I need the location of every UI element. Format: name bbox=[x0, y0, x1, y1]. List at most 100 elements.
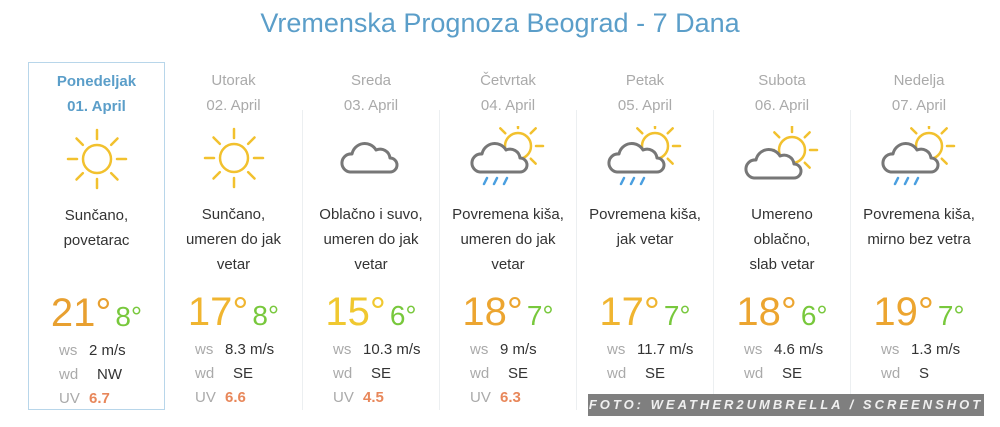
condition-line: vetar bbox=[491, 256, 525, 273]
wind-speed-row: ws 4.6 m/s bbox=[714, 338, 850, 362]
ws-label: ws bbox=[470, 341, 489, 358]
low-temp: 7° bbox=[663, 300, 691, 331]
day-name: Utorak bbox=[211, 72, 256, 89]
day-name: Nedelja bbox=[893, 72, 945, 89]
uv-label: UV bbox=[470, 389, 491, 406]
wind-direction: SE bbox=[782, 365, 803, 382]
day-column-utorak[interactable]: Utorak 02. April Sunčano, umeren do jak ve… bbox=[165, 62, 302, 410]
condition-line: umeren do jak bbox=[323, 231, 419, 248]
ws-label: ws bbox=[195, 341, 214, 358]
condition-description: Sunčano, povetarac bbox=[29, 203, 164, 283]
wind-direction: SE bbox=[371, 365, 392, 382]
uv-label: UV bbox=[333, 389, 354, 406]
sun-cloud-rain-icon bbox=[440, 126, 576, 190]
day-column-petak[interactable]: Petak 05. April Povremena kiša, jak vetar… bbox=[576, 72, 713, 410]
uv-index: 6.6 bbox=[225, 389, 246, 406]
temperatures: 17° 8° bbox=[165, 290, 302, 336]
day-column-nedelja[interactable]: Nedelja 07. April Povremena kiša, mirno b… bbox=[850, 72, 987, 410]
wind-direction-row: wd SE bbox=[577, 362, 713, 386]
high-temp: 18° bbox=[462, 290, 523, 334]
sun-cloud-icon bbox=[714, 126, 850, 190]
wind-direction-row: wd SE bbox=[303, 362, 439, 386]
wind-direction: NW bbox=[97, 366, 122, 383]
temperatures: 17° 7° bbox=[577, 290, 713, 336]
wd-label: wd bbox=[744, 365, 764, 382]
condition-description: Sunčano, umeren do jak vetar bbox=[165, 202, 302, 282]
condition-line: umeren do jak bbox=[185, 231, 282, 248]
condition-line: Sunčano, bbox=[64, 207, 129, 224]
condition-line: Umereno bbox=[751, 206, 813, 223]
condition-line: mirno bez vetra bbox=[867, 231, 971, 248]
wind-speed: 4.6 m/s bbox=[774, 341, 824, 358]
wind-speed-row: ws 1.3 m/s bbox=[851, 338, 987, 362]
condition-description: Povremena kiša, umeren do jak vetar bbox=[440, 202, 576, 282]
wind-stats: ws 10.3 m/s wd SE UV 4.5 bbox=[303, 338, 439, 410]
wind-stats: ws 4.6 m/s wd SE bbox=[714, 338, 850, 386]
wind-direction-row: wd SE bbox=[440, 362, 576, 386]
condition-line: povetarac bbox=[63, 232, 130, 249]
low-temp: 8° bbox=[252, 300, 280, 331]
wind-stats: ws 11.7 m/s wd SE bbox=[577, 338, 713, 386]
day-name: Petak bbox=[625, 72, 665, 89]
day-column-ponedeljak[interactable]: Ponedeljak 01. April Sunčano, povetarac 2… bbox=[28, 62, 165, 410]
wind-speed-row: ws 9 m/s bbox=[440, 338, 576, 362]
sun-cloud-rain-icon bbox=[851, 126, 987, 190]
wind-speed: 9 m/s bbox=[500, 341, 537, 358]
condition-line: vetar bbox=[216, 256, 251, 273]
uv-row: UV 6.3 bbox=[440, 386, 576, 410]
temperatures: 19° 7° bbox=[851, 290, 987, 336]
high-temp: 15° bbox=[325, 290, 386, 334]
wind-direction: SE bbox=[508, 365, 529, 382]
condition-line: oblačno, bbox=[753, 231, 811, 248]
uv-index: 6.3 bbox=[500, 389, 521, 406]
low-temp: 7° bbox=[526, 300, 554, 331]
low-temp: 7° bbox=[937, 300, 965, 331]
low-temp: 6° bbox=[800, 300, 828, 331]
uv-row: UV 4.5 bbox=[303, 386, 439, 410]
wind-direction: SE bbox=[645, 365, 666, 382]
day-date: 05. April bbox=[617, 97, 673, 114]
temperatures: 21° 8° bbox=[29, 291, 164, 337]
page-title: Vremenska Prognoza Beograd - 7 Dana bbox=[260, 8, 740, 38]
condition-line: Sunčano, bbox=[201, 206, 266, 223]
wind-direction: SE bbox=[233, 365, 254, 382]
condition-line: Oblačno i suvo, bbox=[319, 206, 423, 223]
day-column-sreda[interactable]: Sreda 03. April Oblačno i suvo, umeren do… bbox=[302, 72, 439, 410]
day-date: 01. April bbox=[67, 98, 126, 115]
wind-direction-row: wd SE bbox=[165, 362, 302, 386]
condition-description: Povremena kiša, jak vetar bbox=[577, 202, 713, 282]
day-date: 06. April bbox=[754, 97, 810, 114]
ws-label: ws bbox=[607, 341, 626, 358]
wind-speed-row: ws 10.3 m/s bbox=[303, 338, 439, 362]
sun-icon bbox=[165, 126, 302, 190]
day-column-subota[interactable]: Subota 06. April Umereno oblačno, slab vet… bbox=[713, 72, 850, 410]
day-column-četvrtak[interactable]: Četvrtak 04. April Povremena kiša, umeren… bbox=[439, 72, 576, 410]
wd-label: wd bbox=[470, 365, 490, 382]
wind-speed: 8.3 m/s bbox=[225, 341, 275, 358]
day-name: Ponedeljak bbox=[56, 73, 137, 90]
wd-label: wd bbox=[607, 365, 627, 382]
day-name: Sreda bbox=[350, 72, 392, 89]
ws-label: ws bbox=[333, 341, 352, 358]
wind-speed: 2 m/s bbox=[89, 342, 126, 359]
condition-line: jak vetar bbox=[616, 231, 674, 248]
condition-line: Povremena kiša, bbox=[589, 206, 701, 223]
temperatures: 18° 7° bbox=[440, 290, 576, 336]
day-date: 03. April bbox=[343, 97, 399, 114]
condition-description: Umereno oblačno, slab vetar bbox=[714, 202, 850, 282]
ws-label: ws bbox=[881, 341, 900, 358]
high-temp: 19° bbox=[873, 290, 934, 334]
uv-index: 6.7 bbox=[89, 390, 110, 407]
day-name: Četvrtak bbox=[480, 72, 536, 89]
uv-label: UV bbox=[59, 390, 80, 407]
wd-label: wd bbox=[881, 365, 901, 382]
uv-row: UV 6.6 bbox=[165, 386, 302, 410]
uv-row: UV 6.7 bbox=[29, 387, 164, 411]
high-temp: 21° bbox=[50, 291, 112, 335]
day-date: 04. April bbox=[480, 97, 536, 114]
wd-label: wd bbox=[333, 365, 353, 382]
condition-description: Povremena kiša, mirno bez vetra bbox=[851, 202, 987, 282]
wind-direction: S bbox=[919, 365, 930, 382]
wind-direction-row: wd NW bbox=[29, 363, 164, 387]
condition-line: Povremena kiša, bbox=[863, 206, 975, 223]
